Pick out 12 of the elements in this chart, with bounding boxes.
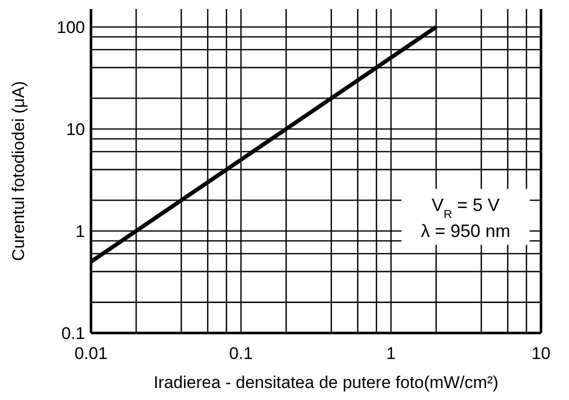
x-tick-label: 10: [532, 344, 550, 363]
annotation: λ = 950 nm: [420, 220, 510, 241]
x-tick-label: 1: [386, 344, 396, 363]
annotation: V$_{R}$ = 5 V: [432, 194, 500, 220]
x-tick-label: 0.01: [74, 344, 108, 363]
y-tick-label: 1: [76, 222, 85, 241]
x-tick-label: 0.1: [229, 344, 253, 363]
y-tick-label: 100: [56, 18, 85, 37]
y-tick-label: 10: [66, 120, 85, 139]
y-tick-label: 0.1: [61, 324, 85, 343]
y-axis-title: Curentul fotodiodei (μA): [9, 81, 28, 261]
x-axis-title: Iradierea - densitatea de putere foto(mW/cm²): [154, 373, 498, 392]
